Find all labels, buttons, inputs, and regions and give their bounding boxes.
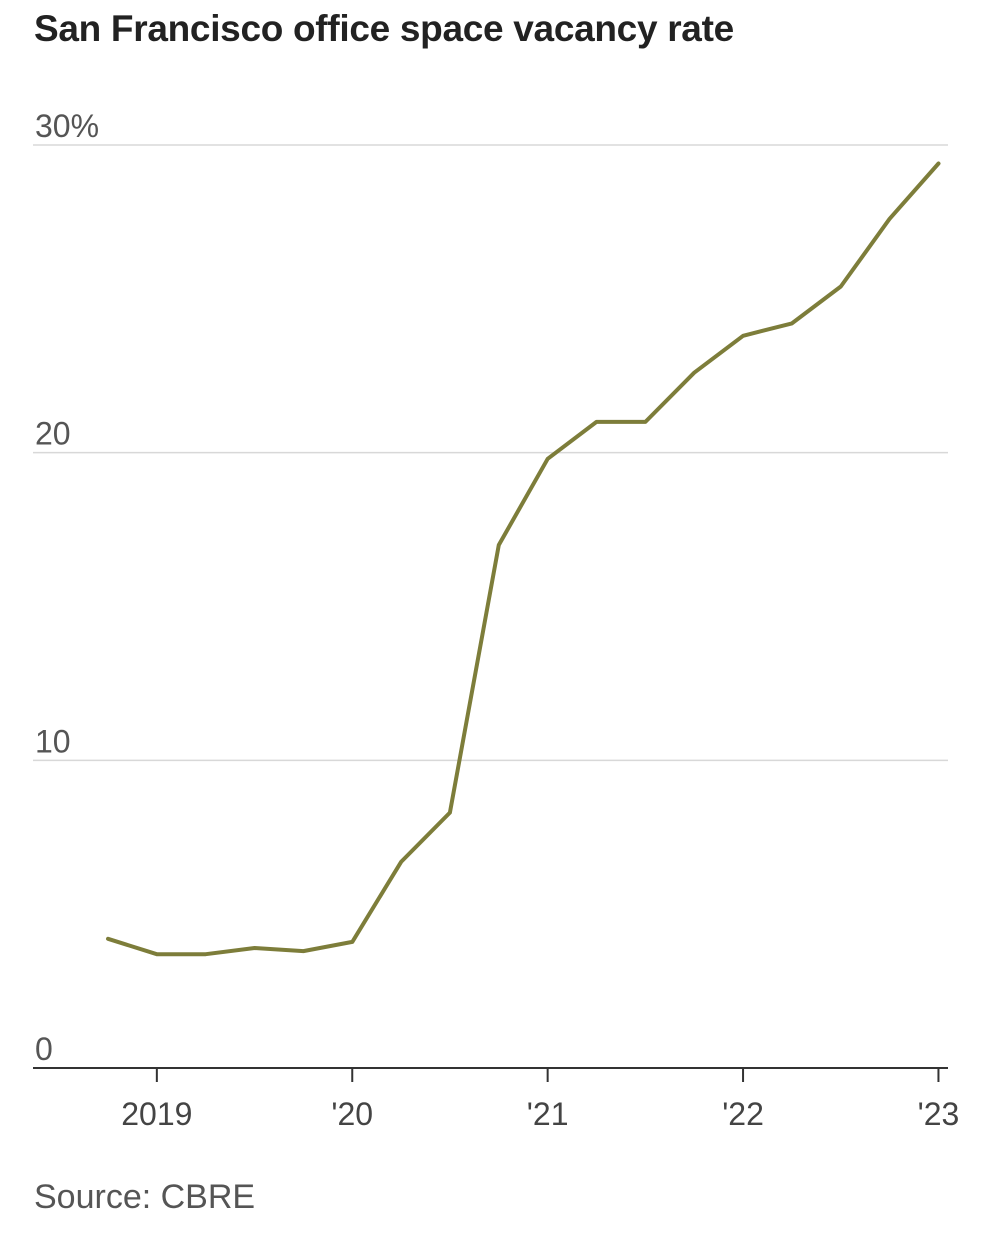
x-tick-label: 2019 (121, 1096, 192, 1132)
source-note: Source: CBRE (34, 1178, 256, 1216)
chart-title: San Francisco office space vacancy rate (34, 8, 734, 49)
x-tick-label: '21 (527, 1096, 569, 1132)
x-tick-label: '22 (722, 1096, 764, 1132)
vacancy-rate-line (106, 161, 941, 957)
x-tick-label: '23 (918, 1096, 960, 1132)
y-tick-label: 30% (35, 108, 99, 144)
x-tick-label: '20 (331, 1096, 373, 1132)
y-tick-label: 10 (35, 723, 71, 759)
y-tick-label: 20 (35, 416, 71, 452)
y-tick-label: 0 (35, 1031, 53, 1067)
